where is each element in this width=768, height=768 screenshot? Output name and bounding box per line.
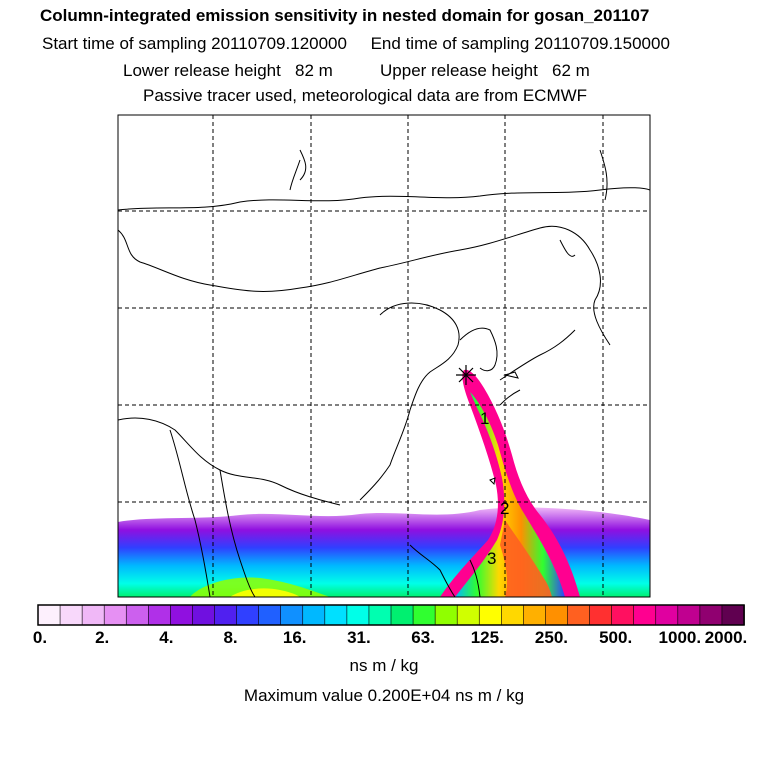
colorbar-swatch xyxy=(368,604,392,626)
colorbar-tick-label: 125. xyxy=(470,628,504,647)
colorbar-swatch xyxy=(633,604,657,626)
marker-3: 3 xyxy=(487,549,496,568)
colorbar-swatch xyxy=(81,604,105,626)
sensitivity-plume-core xyxy=(455,392,565,597)
colorbar-swatch xyxy=(501,604,525,626)
map-frame xyxy=(117,114,651,598)
maximum-value-text: Maximum value 0.200E+04 ns m / kg xyxy=(243,686,525,705)
sensitivity-plume xyxy=(440,369,580,597)
colorbar-swatch xyxy=(655,604,679,626)
colorbar-tick-label: 2000. xyxy=(704,628,748,647)
marker-1: 1 xyxy=(480,409,489,428)
colorbar-tick-label: 31. xyxy=(347,628,371,647)
coastlines xyxy=(118,149,650,597)
colorbar-swatch xyxy=(170,604,194,626)
colorbar-tick-label: 16. xyxy=(282,628,307,647)
plot-title: Column-integrated emission sensitivity i… xyxy=(40,6,650,25)
colorbar-swatch xyxy=(434,604,458,626)
colorbar-swatch xyxy=(214,604,238,626)
colorbar-swatch xyxy=(567,604,591,626)
release-height-line: Lower release height 82 m Upper release … xyxy=(123,61,768,81)
colorbar-swatch xyxy=(589,604,613,626)
colorbar-swatch xyxy=(611,604,635,626)
colorbar-frame xyxy=(37,604,745,626)
colorbar-swatch xyxy=(103,604,128,626)
upper-height-label: Upper release height xyxy=(380,61,538,80)
colorbar-swatch xyxy=(390,604,414,626)
colorbar-swatch xyxy=(324,604,348,626)
colorbar-swatch xyxy=(478,604,503,626)
colorbar-swatch xyxy=(721,604,745,626)
colorbar-swatch xyxy=(523,604,547,626)
colorbar-swatch xyxy=(192,604,216,626)
colorbar-swatch xyxy=(677,604,701,626)
sensitivity-belt-hot2 xyxy=(230,588,300,597)
colorbar-unit: ns m / kg xyxy=(349,656,419,675)
colorbar-tick-label: 2. xyxy=(95,628,110,647)
colorbar-swatch xyxy=(545,604,569,626)
colorbar xyxy=(37,604,745,626)
map-fill xyxy=(118,115,650,597)
end-time-value: 20110709.150000 xyxy=(534,34,670,53)
colorbar-tick-label: 1000. xyxy=(658,628,702,647)
colorbar-swatch xyxy=(699,604,723,626)
end-time-label: End time of sampling xyxy=(370,34,530,53)
lower-height-value: 82 m xyxy=(295,61,333,80)
colorbar-swatch xyxy=(456,604,481,626)
colorbar-tick-label: 250. xyxy=(534,628,568,647)
colorbar-tick-label: 0. xyxy=(32,628,48,647)
colorbar-swatch xyxy=(59,604,83,626)
colorbar-swatch xyxy=(346,604,370,626)
colorbar-tick-label: 500. xyxy=(599,628,633,647)
upper-height-value: 62 m xyxy=(552,61,590,80)
lower-height-label: Lower release height xyxy=(123,61,281,80)
colorbar-swatch xyxy=(236,604,260,626)
colorbar-swatch xyxy=(302,604,326,626)
sensitivity-plume-max xyxy=(500,520,552,597)
colorbar-swatch xyxy=(258,604,282,626)
start-time-label: Start time of sampling xyxy=(42,34,207,53)
colorbar-tick-label: 4. xyxy=(159,628,174,647)
colorbar-tick-label: 8. xyxy=(223,628,238,647)
colorbar-swatch xyxy=(37,604,61,626)
colorbar-tick-label: 63. xyxy=(411,628,435,647)
colorbar-swatch xyxy=(148,604,172,626)
graticule xyxy=(118,115,650,597)
sensitivity-belt-hot xyxy=(190,577,330,597)
colorbar-swatch xyxy=(412,604,436,626)
marker-2: 2 xyxy=(500,499,509,518)
colorbar-swatch xyxy=(125,604,150,626)
sampling-time-line: Start time of sampling 20110709.120000 E… xyxy=(42,34,768,54)
asterisk-icon xyxy=(456,365,476,385)
start-time-value: 20110709.120000 xyxy=(211,34,347,53)
tracer-note: Passive tracer used, meteorological data… xyxy=(143,86,588,105)
colorbar-swatch xyxy=(280,604,304,626)
